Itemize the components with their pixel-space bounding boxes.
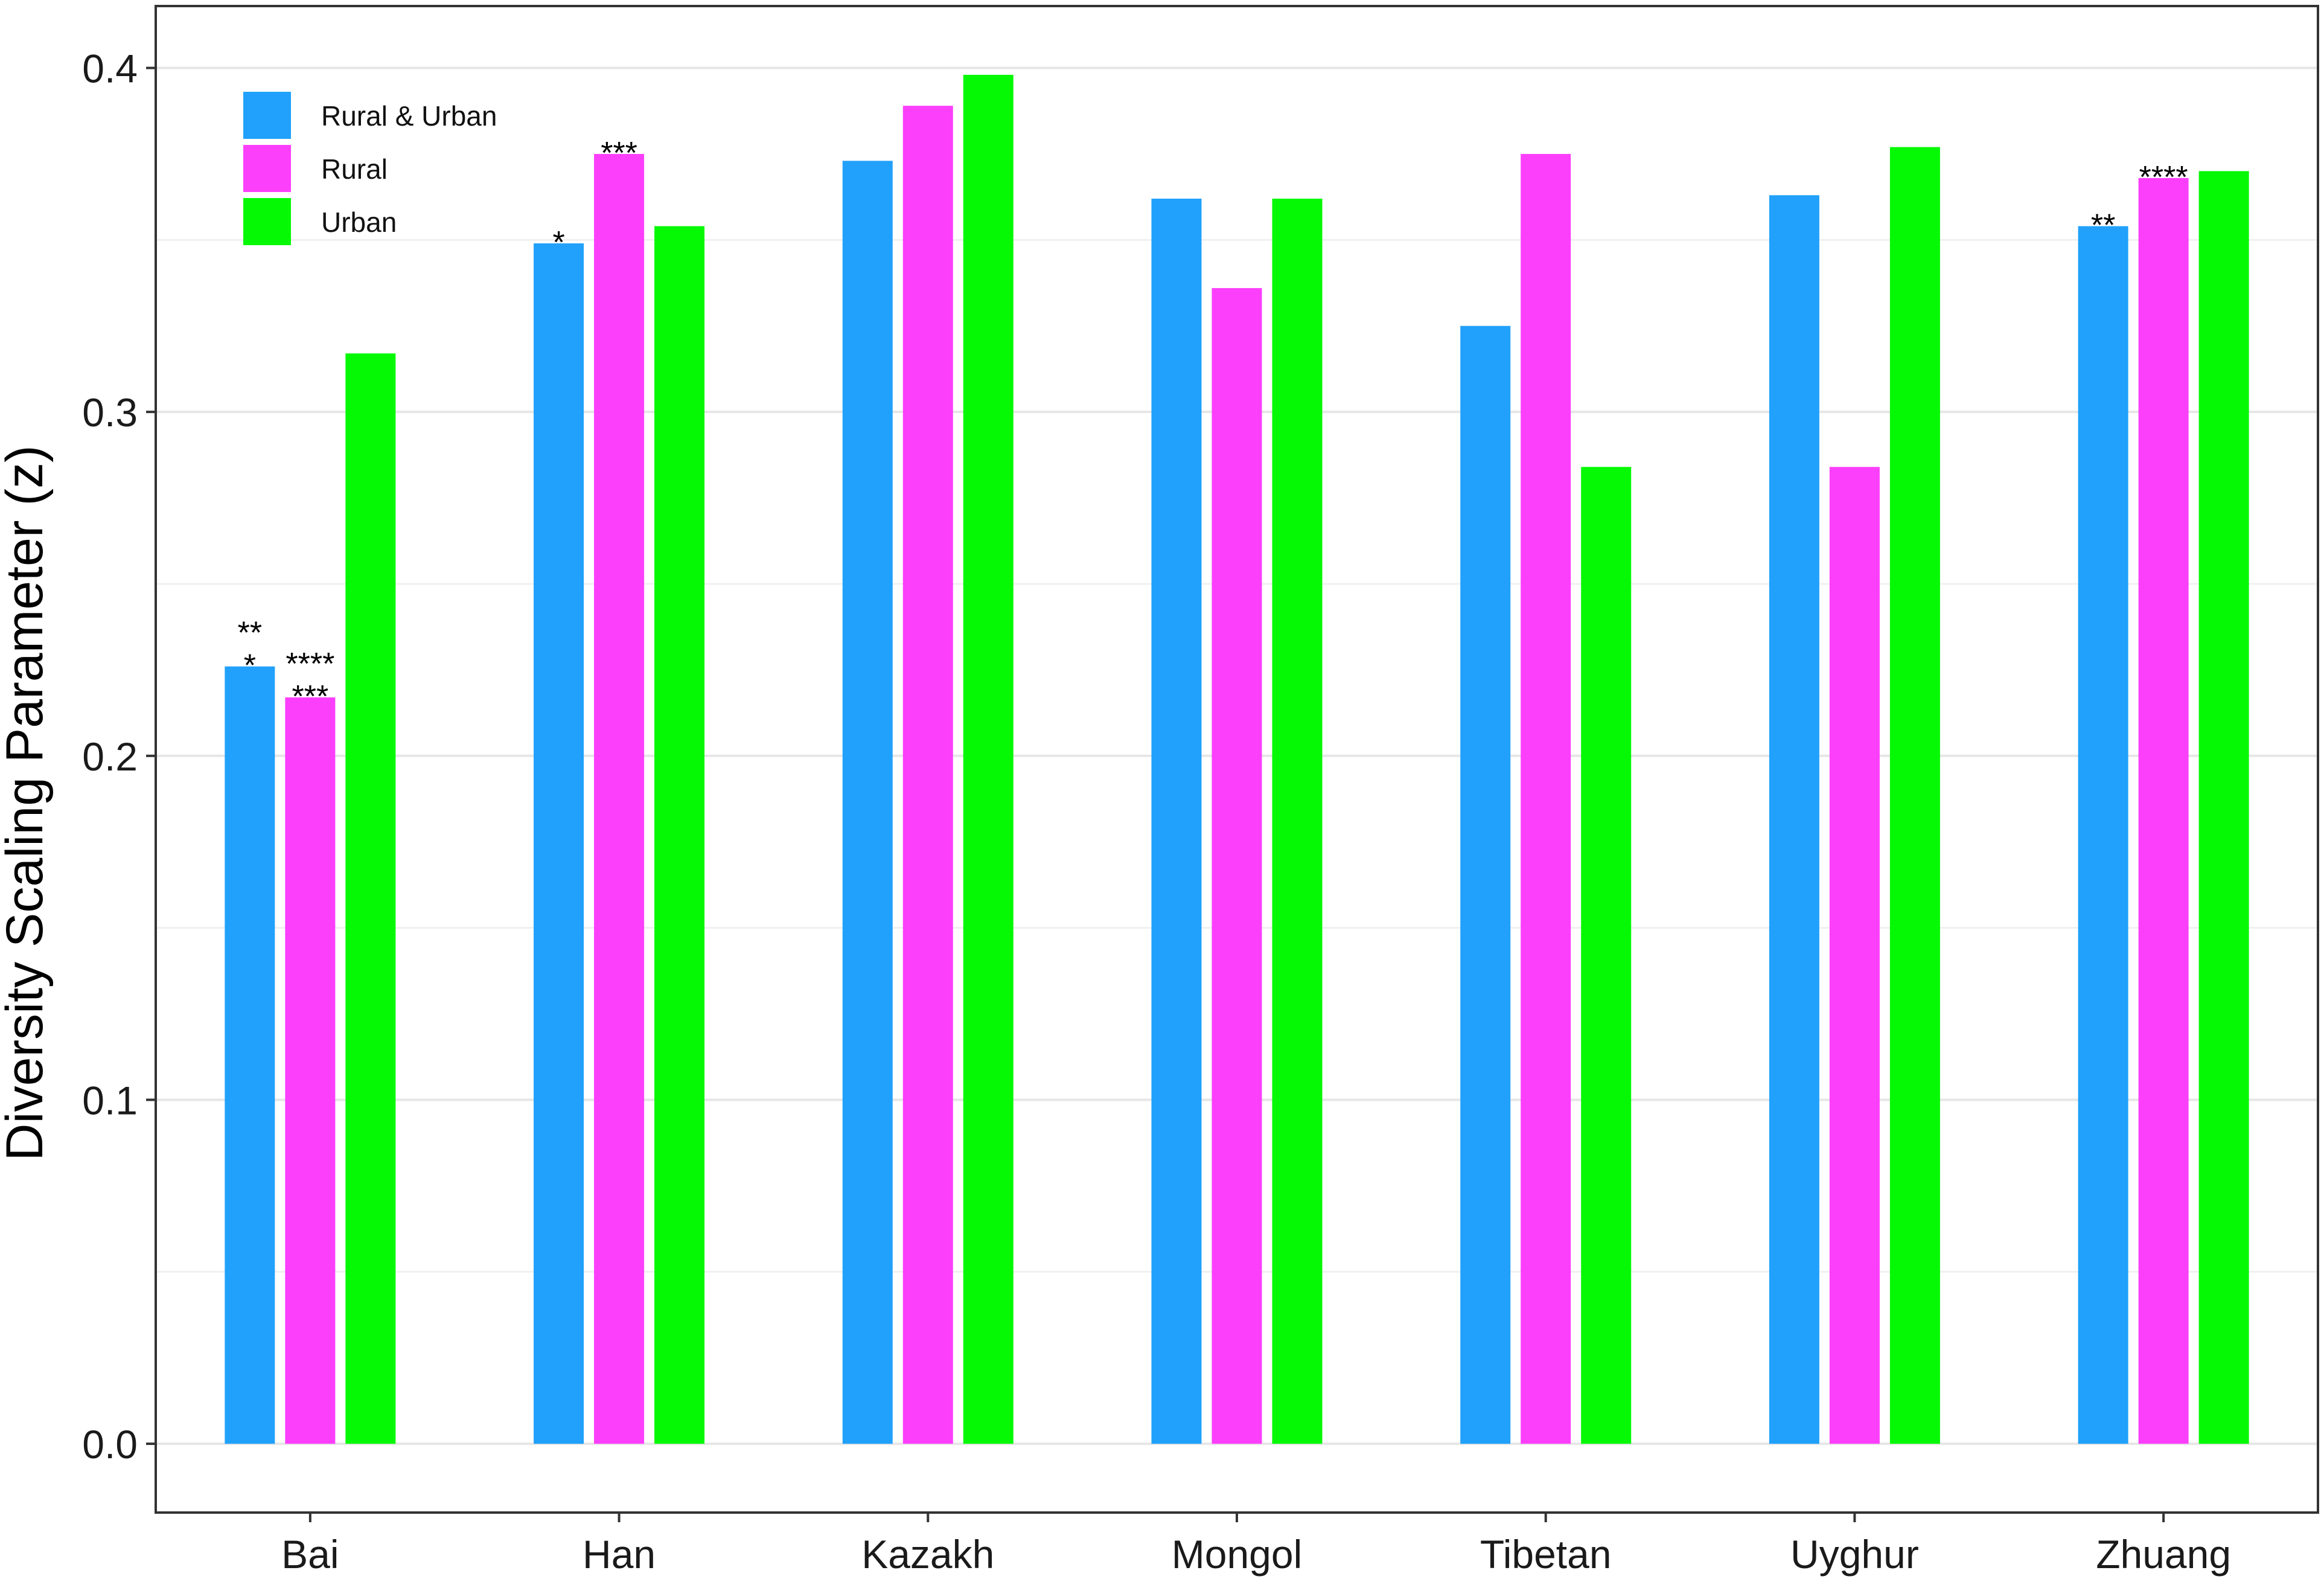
bar — [2138, 178, 2189, 1444]
bars — [225, 74, 2249, 1444]
y-tick-label: 0.2 — [82, 734, 138, 779]
significance-marker: * — [244, 648, 256, 684]
bar — [963, 74, 1014, 1444]
x-tick-label: Tibetan — [1480, 1532, 1612, 1577]
significance-marker: ** — [2091, 208, 2115, 243]
x-tick-label: Mongol — [1172, 1532, 1302, 1577]
significance-marker: **** — [286, 647, 334, 682]
y-tick-label: 0.3 — [82, 390, 138, 435]
y-tick-label: 0.1 — [82, 1078, 138, 1122]
y-tick-label: 0.4 — [82, 46, 138, 91]
bar — [2198, 171, 2249, 1444]
bar — [1211, 288, 1262, 1444]
x-tick-label: Zhuang — [2096, 1532, 2231, 1577]
bar — [1581, 467, 1632, 1444]
bar — [285, 697, 336, 1444]
bar — [842, 161, 893, 1444]
y-tick-label: 0.0 — [82, 1422, 138, 1467]
bar — [1889, 147, 1940, 1444]
significance-marker: * — [552, 225, 564, 260]
x-tick-label: Uyghur — [1790, 1532, 1919, 1577]
legend-label: Rural — [321, 153, 388, 185]
bar — [1272, 198, 1323, 1444]
bar — [902, 106, 953, 1444]
bar — [1521, 153, 1571, 1444]
y-axis-title: Diversity Scaling Parameter (z) — [0, 445, 54, 1161]
bar — [1829, 467, 1880, 1444]
legend-swatch — [243, 198, 291, 245]
legend-label: Urban — [321, 207, 397, 238]
axes: 0.0 0.1 0.2 0.3 0.4 Bai Han Kazakh Mongol Tibetan… — [82, 46, 2231, 1577]
significance-marker: *** — [601, 136, 637, 171]
bar — [1460, 325, 1511, 1444]
legend-label: Rural & Urban — [321, 100, 497, 132]
x-tick-label: Bai — [281, 1532, 339, 1577]
bar — [594, 153, 645, 1444]
bar — [225, 666, 275, 1444]
legend-swatch — [243, 145, 291, 192]
bar — [2078, 226, 2128, 1444]
significance-annotations: *** ***************** — [238, 136, 2188, 714]
significance-marker: ** — [238, 616, 262, 651]
legend: Rural & Urban Rural Urban — [243, 92, 497, 245]
bar — [654, 226, 705, 1444]
x-tick-label: Kazakh — [861, 1532, 994, 1577]
x-tick-label: Han — [583, 1532, 656, 1577]
bar — [1769, 195, 1819, 1444]
legend-swatch — [243, 92, 291, 139]
bar — [1151, 198, 1202, 1444]
bar — [345, 353, 396, 1444]
significance-marker: *** — [292, 679, 328, 714]
significance-marker: **** — [2139, 160, 2188, 195]
bar — [534, 243, 584, 1444]
